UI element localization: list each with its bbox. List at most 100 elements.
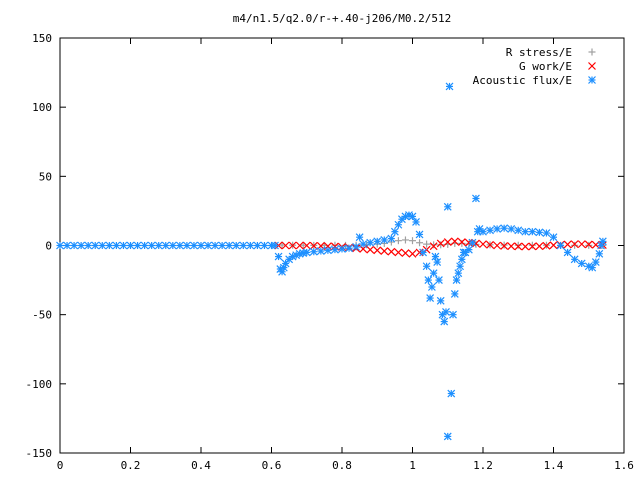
data-point bbox=[409, 237, 416, 245]
data-point bbox=[380, 247, 389, 255]
data-point bbox=[571, 241, 579, 249]
data-point bbox=[299, 241, 307, 249]
data-point bbox=[570, 240, 579, 249]
data-point bbox=[119, 241, 128, 250]
data-point bbox=[366, 245, 375, 254]
data-point bbox=[443, 432, 452, 441]
x-tick-label: 1 bbox=[409, 459, 416, 472]
x-tick-label: 0.4 bbox=[191, 459, 211, 472]
data-point bbox=[514, 242, 523, 251]
data-point bbox=[563, 240, 572, 249]
data-point bbox=[373, 237, 382, 246]
data-point bbox=[468, 238, 477, 247]
data-point bbox=[535, 242, 544, 251]
data-point bbox=[246, 241, 255, 250]
y-tick-label: -100 bbox=[26, 378, 53, 391]
data-point bbox=[595, 249, 604, 258]
data-point bbox=[154, 241, 163, 250]
data-point bbox=[435, 276, 443, 285]
data-point bbox=[140, 241, 149, 250]
data-point bbox=[197, 241, 205, 250]
data-point bbox=[302, 248, 311, 257]
data-point bbox=[563, 248, 572, 257]
data-point bbox=[454, 269, 463, 278]
data-point bbox=[431, 252, 440, 261]
data-point bbox=[126, 241, 135, 250]
x-tick-label: 1.2 bbox=[473, 459, 493, 472]
data-point bbox=[316, 247, 325, 255]
data-point bbox=[500, 224, 509, 233]
data-point bbox=[493, 241, 502, 250]
data-point bbox=[430, 241, 438, 249]
data-point bbox=[457, 255, 466, 264]
data-point bbox=[77, 241, 86, 250]
data-point bbox=[271, 241, 279, 250]
data-point bbox=[355, 233, 364, 242]
data-point bbox=[323, 246, 332, 255]
data-point bbox=[584, 240, 593, 249]
data-point bbox=[281, 259, 290, 268]
y-tick-label: 100 bbox=[32, 101, 52, 114]
data-point bbox=[345, 244, 353, 253]
data-point bbox=[401, 249, 410, 258]
x-tick-label: 1.6 bbox=[614, 459, 634, 472]
data-point bbox=[556, 241, 565, 250]
data-point bbox=[521, 242, 530, 251]
data-point bbox=[390, 227, 399, 236]
series-g-work-e bbox=[274, 237, 607, 258]
data-point bbox=[436, 296, 445, 305]
data-point bbox=[295, 241, 304, 250]
data-point bbox=[338, 245, 346, 253]
chart-title: m4/n1.5/q2.0/r-+.40-j206/M0.2/512 bbox=[233, 12, 452, 25]
data-point bbox=[232, 241, 241, 250]
data-point bbox=[63, 241, 71, 250]
data-point bbox=[274, 241, 283, 250]
data-point bbox=[447, 389, 456, 398]
data-point bbox=[331, 245, 339, 254]
data-point bbox=[190, 241, 198, 250]
data-point bbox=[211, 241, 220, 250]
data-point bbox=[394, 248, 403, 257]
data-point bbox=[91, 241, 100, 250]
data-point bbox=[479, 227, 487, 236]
data-point bbox=[452, 276, 461, 285]
data-point bbox=[281, 241, 290, 250]
data-point bbox=[464, 245, 473, 254]
data-point bbox=[419, 248, 427, 257]
data-point bbox=[359, 240, 368, 249]
data-point bbox=[427, 283, 436, 291]
data-point bbox=[309, 241, 318, 250]
data-point bbox=[445, 82, 454, 91]
data-point bbox=[373, 246, 382, 255]
data-point bbox=[415, 230, 424, 239]
x-tick-label: 0 bbox=[57, 459, 64, 472]
data-point bbox=[585, 241, 593, 249]
data-point bbox=[394, 237, 402, 245]
data-point bbox=[443, 238, 452, 246]
data-point bbox=[486, 240, 494, 249]
y-tick-label: -50 bbox=[32, 309, 52, 322]
data-point bbox=[436, 239, 445, 248]
y-tick-label: 150 bbox=[32, 32, 52, 45]
data-point bbox=[112, 241, 121, 250]
data-point bbox=[570, 255, 579, 264]
legend-label: G work/E bbox=[519, 60, 572, 73]
data-point bbox=[464, 238, 473, 247]
data-point bbox=[437, 241, 445, 249]
data-point bbox=[412, 218, 420, 226]
data-point bbox=[98, 241, 107, 250]
data-point bbox=[366, 238, 375, 247]
x-tick-label: 1.4 bbox=[544, 459, 564, 472]
legend-marker bbox=[588, 62, 596, 70]
data-point bbox=[542, 241, 551, 250]
data-point bbox=[456, 262, 465, 271]
data-point bbox=[449, 310, 457, 319]
data-point bbox=[274, 252, 283, 261]
data-point bbox=[352, 242, 361, 251]
data-point bbox=[450, 289, 459, 298]
data-point bbox=[147, 241, 156, 250]
data-point bbox=[577, 259, 586, 268]
data-point bbox=[528, 242, 537, 251]
